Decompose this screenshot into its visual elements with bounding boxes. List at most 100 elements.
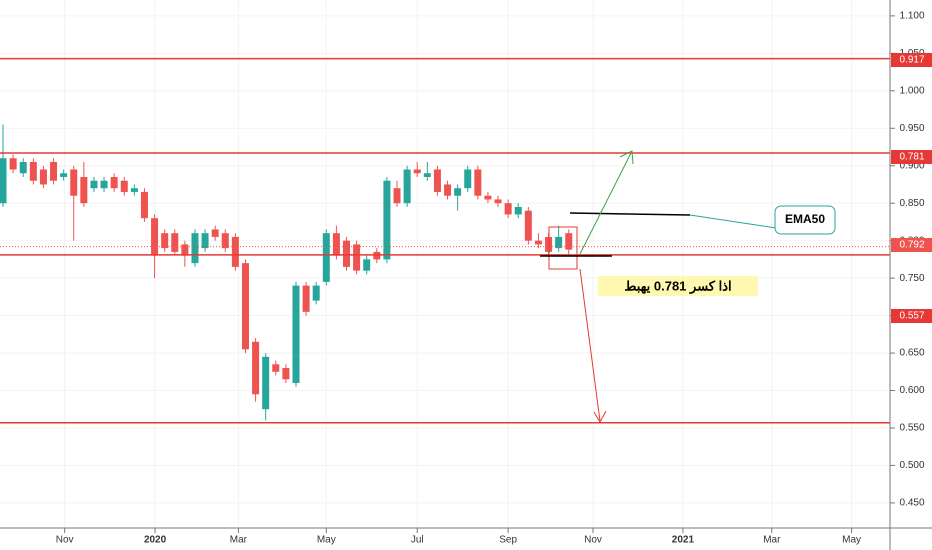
candle-body [444, 184, 452, 196]
y-tick-label: 0.900 [899, 160, 924, 171]
y-tick-label: 0.600 [899, 385, 924, 396]
up-arrow [579, 152, 632, 255]
candle-body [353, 244, 361, 271]
candle-body [332, 233, 340, 256]
price-tag [891, 309, 932, 323]
candle-body [292, 285, 300, 384]
candle-body [302, 285, 310, 312]
grid [0, 0, 890, 528]
x-tick-label: Mar [230, 535, 248, 546]
candle-body [50, 161, 58, 181]
candle-body [464, 169, 472, 189]
down-arrow-head [593, 410, 607, 424]
y-tick-label: 1.100 [899, 11, 924, 22]
price-tag-label: 0.557 [899, 311, 924, 322]
candle-body [252, 341, 260, 395]
x-tick-label: May [317, 535, 336, 546]
candle-body [80, 176, 88, 204]
candle-body [565, 233, 573, 250]
candle-body [241, 263, 249, 350]
candle-body [534, 240, 542, 245]
candle-body [0, 158, 7, 204]
x-tick-label: Nov [584, 535, 602, 546]
candle-body [433, 169, 441, 192]
candle-body [403, 169, 411, 204]
candle-body [191, 233, 199, 264]
x-tick-label: Sep [499, 535, 517, 546]
candle-body [494, 199, 502, 204]
candle-body [221, 233, 229, 249]
y-tick-label: 0.750 [899, 273, 924, 284]
x-tick-label: 2020 [144, 535, 167, 546]
candle-body [140, 191, 148, 219]
candle-body [100, 180, 108, 189]
candle-body [120, 180, 128, 192]
price-tag-label: 0.781 [899, 152, 924, 163]
candle-body [393, 188, 401, 204]
x-tick-label: Mar [763, 535, 781, 546]
candle-body [383, 180, 391, 260]
price-tag [891, 238, 932, 252]
up-arrow-head [619, 150, 634, 165]
candle-body [514, 206, 522, 215]
note-text: اذا كسر 0.781 يهبط [624, 278, 731, 294]
annotations: EMA50 اذا كسر 0.781 يهبط [540, 150, 836, 424]
note-box [598, 276, 758, 296]
candle-body [262, 356, 270, 410]
y-tick-label: 0.550 [899, 423, 924, 434]
y-tick-label: 0.650 [899, 348, 924, 359]
plot [0, 57, 890, 424]
candle-body [60, 173, 68, 177]
candle-body [39, 169, 47, 185]
candle-body [454, 188, 462, 196]
candle-body [29, 161, 37, 181]
ema-line [569, 212, 691, 216]
candle-body [413, 169, 421, 174]
candle-body [90, 180, 98, 189]
candle-body [423, 173, 431, 177]
highlight-box [548, 226, 578, 270]
candle-body [171, 233, 179, 252]
x-tick-label: May [842, 535, 861, 546]
callout-text: EMA50 [785, 212, 825, 226]
y-tick-label: 0.450 [899, 498, 924, 509]
candle-body [282, 368, 290, 380]
candle-body [504, 203, 512, 215]
candle-body [70, 169, 78, 196]
price-tag [891, 150, 932, 164]
candle-body [201, 233, 209, 249]
price-tag-label: 0.792 [899, 240, 924, 251]
y-tick-label: 1.000 [899, 85, 924, 96]
candle-body [272, 364, 280, 372]
candle-body [231, 236, 239, 267]
candle-body [555, 236, 563, 249]
y-tick-label: 0.850 [899, 198, 924, 209]
x-tick-label: 2021 [672, 535, 695, 546]
axis-labels: 0.4500.5000.5500.6000.6500.7000.7500.800… [56, 11, 932, 546]
price-tag-label: 0.917 [899, 55, 924, 66]
candle-body [474, 169, 482, 196]
candle-body [484, 195, 492, 200]
candle-body [322, 233, 330, 282]
callout-line [689, 214, 777, 229]
candle-body [130, 188, 138, 192]
price-tag [891, 53, 932, 67]
x-tick-label: Nov [56, 535, 74, 546]
candle-body [181, 244, 189, 256]
candle-body [343, 240, 351, 267]
y-tick-label: 0.500 [899, 460, 924, 471]
x-tick-label: Jul [411, 535, 424, 546]
candle-body [161, 233, 169, 249]
candle-body [211, 229, 219, 237]
down-arrow [579, 268, 601, 422]
candle-body [9, 158, 17, 170]
candle-body [19, 161, 27, 174]
callout-box [774, 205, 836, 235]
candle-body [524, 210, 532, 241]
candle-body [312, 285, 320, 301]
candle-body [110, 176, 118, 189]
candle-body [363, 259, 371, 271]
y-tick-label: 0.950 [899, 123, 924, 134]
candle-body [151, 218, 159, 256]
